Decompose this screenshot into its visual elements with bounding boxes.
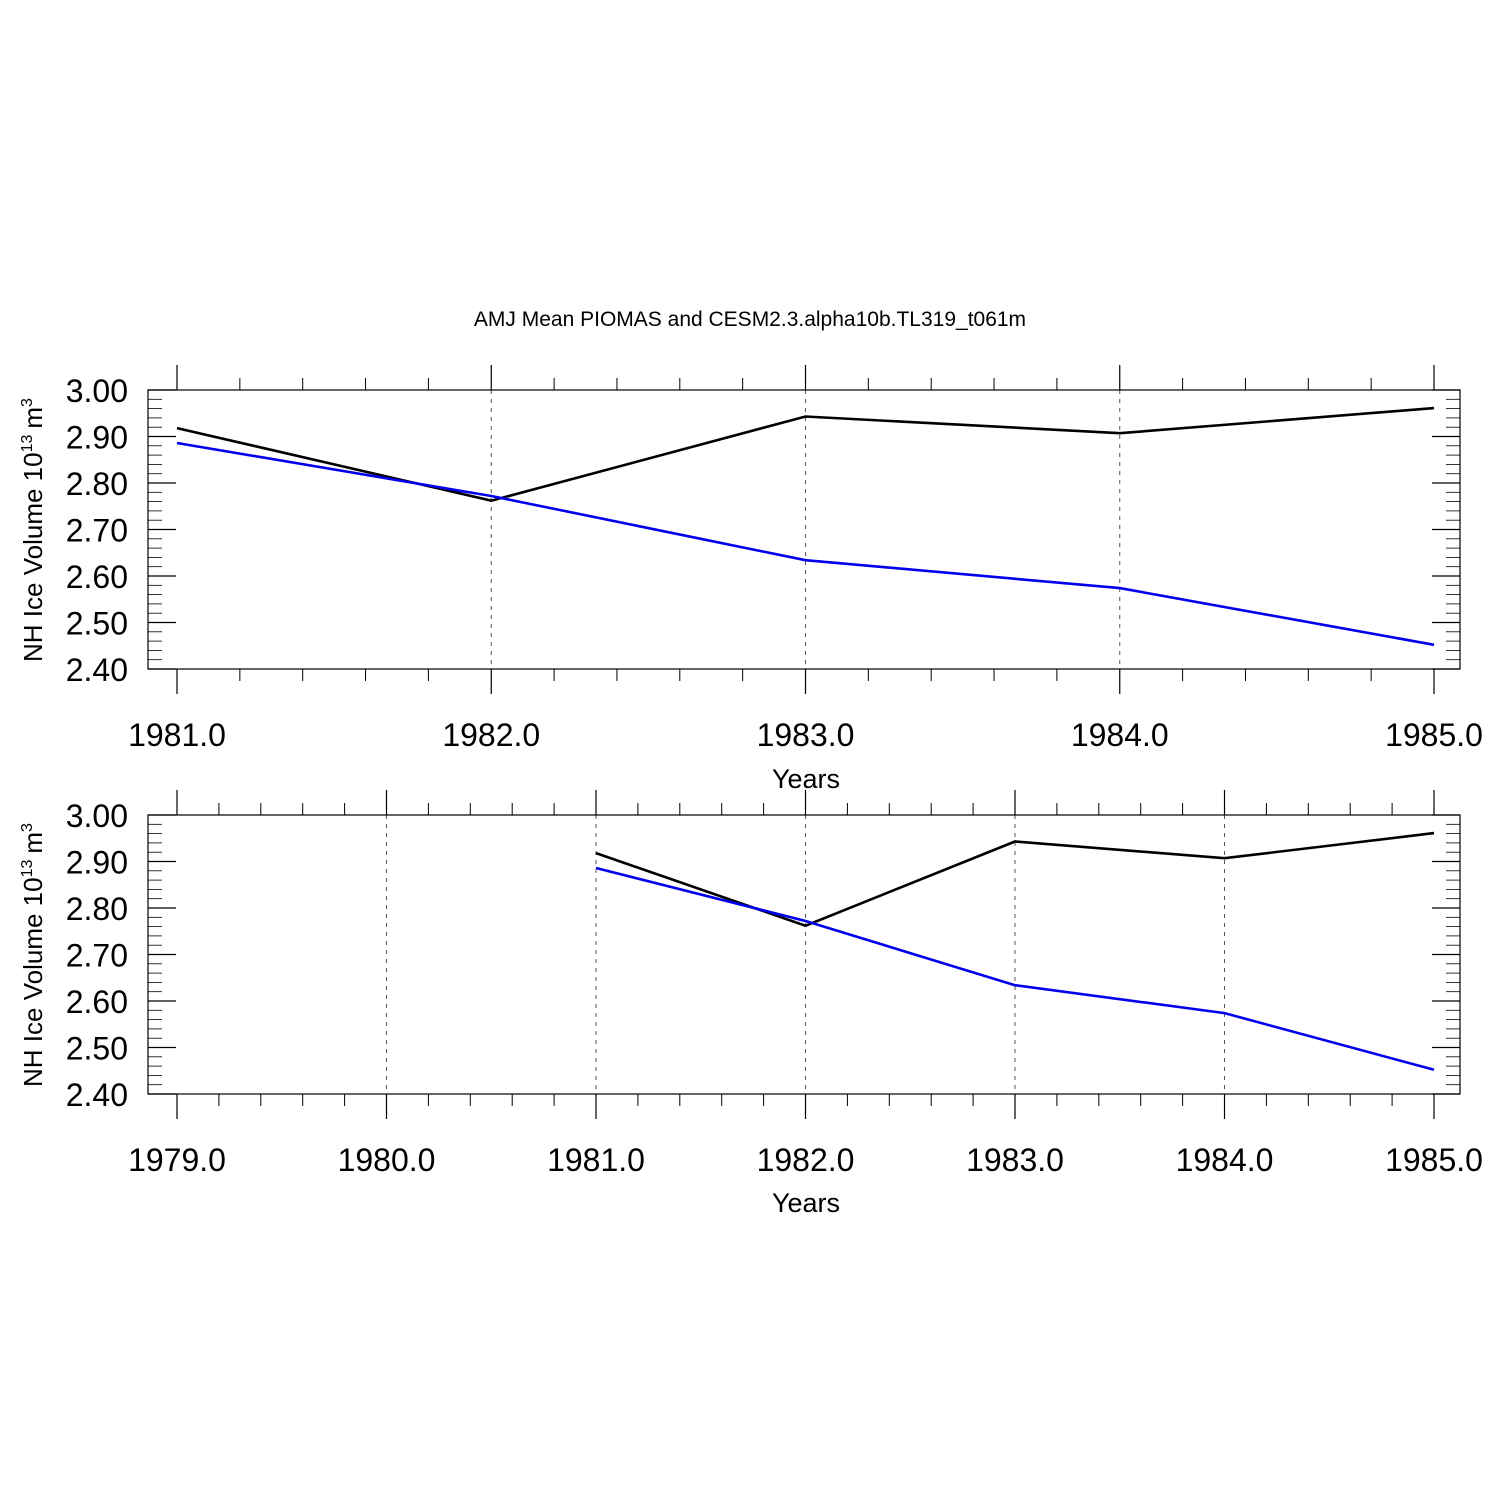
axis-ticks	[148, 790, 1460, 1119]
x-axis-title: Years	[772, 1188, 840, 1218]
series-line-0	[176, 406, 1435, 503]
y-tick-label: 2.80	[66, 466, 128, 502]
y-tick-label: 2.90	[66, 845, 128, 881]
y-tick-label: 2.80	[66, 891, 128, 927]
axis-ticks	[148, 365, 1460, 694]
panel-bottom: 1979.0 1980.0 1981.0 1982.0 1983.0 1984.0 1985…	[18, 790, 1483, 1218]
y-tick-label: 2.90	[66, 420, 128, 456]
x-tick-label: 1982.0	[757, 1142, 855, 1178]
y-axis-title: NH Ice Volume 1013m3	[18, 823, 48, 1087]
y-tick-label: 2.60	[66, 984, 128, 1020]
x-tick-label: 1982.0	[442, 717, 540, 753]
x-tick-label: 1985.0	[1385, 1142, 1483, 1178]
y-tick-label: 2.40	[66, 652, 128, 688]
panel-top: 1981.0 1982.0 1983.0 1984.0 1985.0 3.00 2.90 2.…	[18, 365, 1483, 794]
x-axis-title: Years	[772, 764, 840, 794]
x-tick-label: 1984.0	[1176, 1142, 1274, 1178]
series-lines	[595, 831, 1435, 1072]
y-tick-label: 2.50	[66, 606, 128, 642]
y-tick-label: 2.60	[66, 559, 128, 595]
x-tick-label: 1985.0	[1385, 717, 1483, 753]
series-lines	[176, 406, 1435, 647]
series-line-0	[595, 831, 1435, 928]
x-tick-label: 1983.0	[966, 1142, 1064, 1178]
plot-frame	[147, 814, 1461, 1095]
x-tick-label: 1984.0	[1071, 717, 1169, 753]
grid-lines	[490, 390, 1121, 669]
series-line-1	[176, 441, 1435, 647]
y-tick-label: 3.00	[66, 373, 128, 409]
series-line-1	[595, 866, 1435, 1072]
plot-frame	[147, 389, 1461, 670]
y-tick-label: 2.70	[66, 513, 128, 549]
grid-lines	[386, 815, 1225, 1094]
y-tick-label: 2.40	[66, 1077, 128, 1113]
y-axis-title: NH Ice Volume 1013m3	[18, 398, 48, 662]
x-tick-label: 1979.0	[128, 1142, 226, 1178]
x-tick-label: 1980.0	[338, 1142, 436, 1178]
x-tick-label: 1981.0	[128, 717, 226, 753]
y-tick-label: 2.70	[66, 938, 128, 974]
tick-labels: 1979.0 1980.0 1981.0 1982.0 1983.0 1984.0 1985…	[66, 798, 1483, 1178]
tick-labels: 1981.0 1982.0 1983.0 1984.0 1985.0 3.00 2.90 2.…	[66, 373, 1483, 753]
x-tick-label: 1981.0	[547, 1142, 645, 1178]
y-tick-label: 3.00	[66, 798, 128, 834]
x-tick-label: 1983.0	[757, 717, 855, 753]
y-tick-label: 2.50	[66, 1031, 128, 1067]
chart-title: AMJ Mean PIOMAS and CESM2.3.alpha10b.TL3…	[474, 308, 1026, 331]
